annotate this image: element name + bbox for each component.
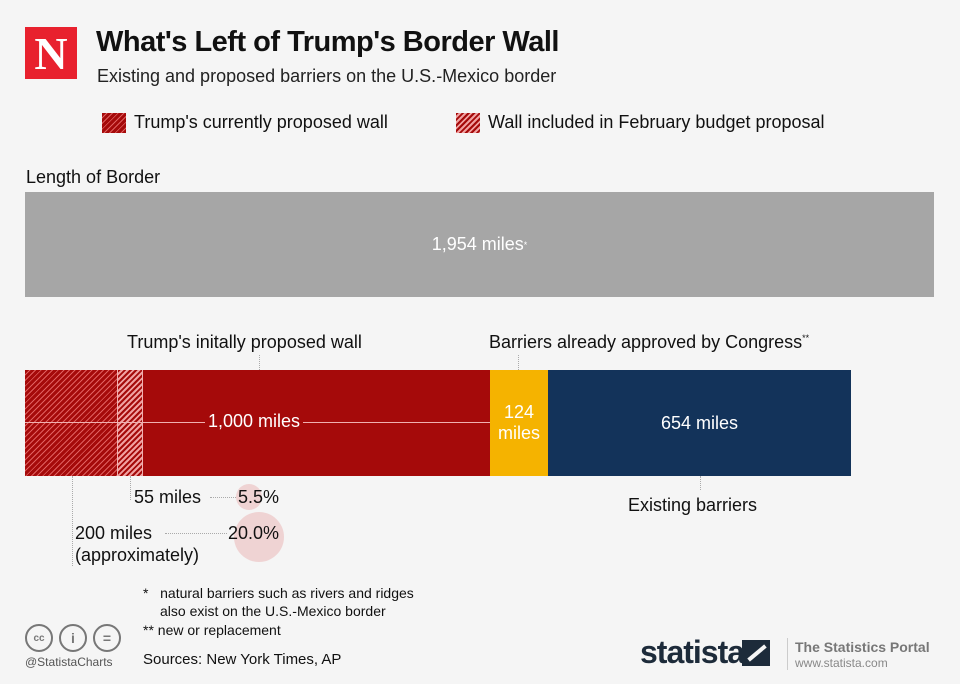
sources: Sources: New York Times, AP (143, 651, 342, 668)
label-55: 55 miles (134, 487, 202, 507)
statista-logo: statista (640, 634, 745, 670)
initial-wall-value: 1,000 miles (205, 411, 304, 432)
statista-url[interactable]: www.statista.com (795, 656, 888, 670)
label-200-note: (approximately) (75, 545, 200, 565)
legend-item-current: Trump's currently proposed wall (102, 112, 388, 133)
cc-license-icons: cc i = (25, 624, 121, 652)
legend-swatch (102, 112, 126, 133)
chart-subtitle: Existing and proposed barriers on the U.… (97, 66, 557, 86)
border-length-label: Length of Border (26, 167, 161, 187)
label-200: 200 miles (75, 523, 153, 543)
border-mark: * (523, 239, 528, 250)
initial-wall-label: Trump's initally proposed wall (127, 332, 362, 352)
chart-title: What's Left of Trump's Border Wall (96, 26, 559, 58)
pct-55: 5.5% (238, 487, 280, 507)
legend-label: Wall included in February budget proposa… (488, 112, 825, 132)
attribution-icon: i (59, 624, 87, 652)
portal-label: The Statistics Portal (795, 639, 930, 655)
bar-segment-200 (25, 370, 117, 476)
border-value: 1,954 miles (431, 234, 524, 254)
border-bar: 1,954 miles * (25, 192, 934, 297)
twitter-handle: @StatistaCharts (25, 655, 113, 669)
existing-value: 654 miles (660, 412, 739, 433)
legend-label: Trump's currently proposed wall (134, 112, 388, 132)
congress-label: Barriers already approved by Congress** (489, 332, 810, 352)
pct-200: 20.0% (228, 523, 280, 543)
footnote-1: * natural barriers such as rivers and ri… (143, 585, 414, 601)
existing-label: Existing barriers (628, 495, 758, 515)
congress-value: 124 miles (497, 402, 540, 443)
legend-swatch (456, 112, 480, 133)
no-derivatives-icon: = (93, 624, 121, 652)
newsweek-logo: N (25, 27, 77, 79)
bar-segment-1000 (143, 370, 490, 476)
bar-segment-124: 124 miles (490, 370, 548, 476)
statista-logo-icon (742, 640, 770, 666)
cc-icon: cc (25, 624, 53, 652)
footnote-2: ** new or replacement (143, 622, 281, 638)
legend-item-february: Wall included in February budget proposa… (456, 112, 825, 133)
footnote-1b: also exist on the U.S.-Mexico border (160, 603, 386, 619)
bar-segment-55 (117, 370, 143, 476)
bar-segment-654: 654 miles (548, 370, 851, 476)
